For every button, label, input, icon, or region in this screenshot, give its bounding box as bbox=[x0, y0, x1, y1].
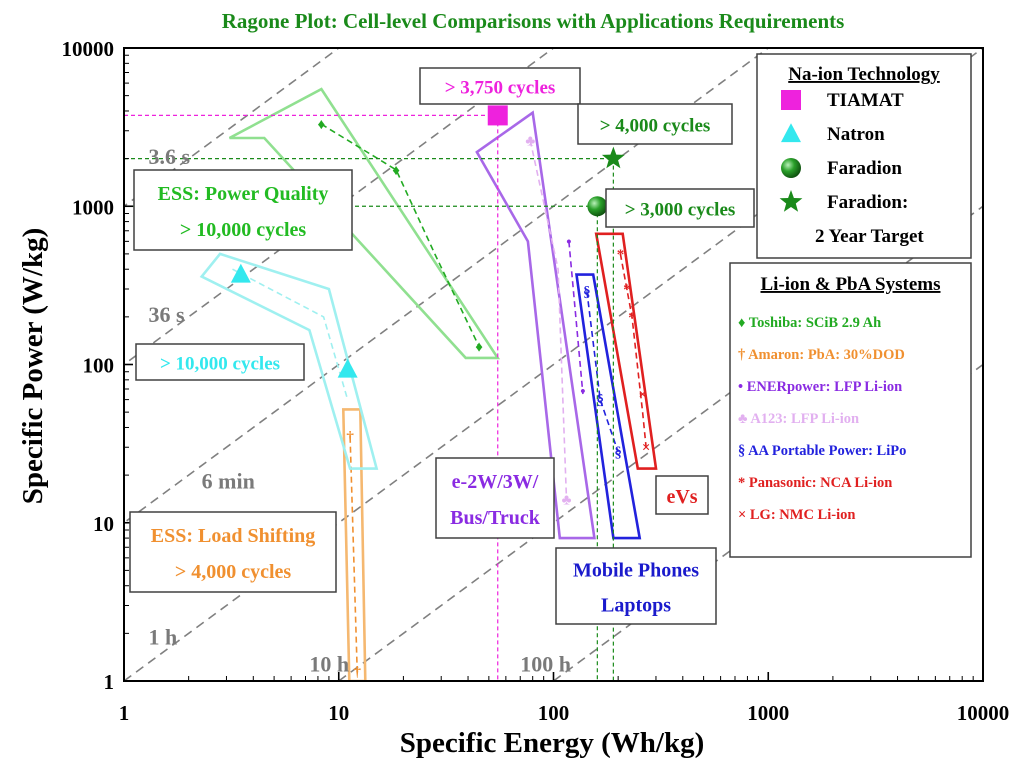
phones-laptops-box bbox=[555, 547, 717, 625]
point-3-0 bbox=[601, 146, 625, 169]
legend-na-label-3: Faradion: bbox=[827, 192, 908, 213]
evs-line-0: eVs bbox=[666, 486, 697, 508]
point-9-1: * bbox=[623, 282, 631, 298]
evs-box bbox=[655, 475, 709, 515]
time-label-5: 100 h bbox=[520, 651, 571, 676]
faradion-cycles-box bbox=[605, 188, 755, 228]
point-7-0: ♣ bbox=[525, 134, 535, 150]
evs-region bbox=[594, 232, 658, 470]
tiamat-cycles-line-0: > 3,750 cycles bbox=[445, 78, 556, 99]
point-7-1: ♣ bbox=[562, 493, 572, 509]
legend-li-item-4: § AA Portable Power: LiPo bbox=[738, 443, 906, 459]
time-label-0: 3.6 s bbox=[148, 144, 190, 169]
legend-li-title: Li-ion & PbA Systems bbox=[761, 274, 941, 295]
legend-na-marker-2 bbox=[781, 158, 801, 178]
legend-li-item-6: × LG: NMC Li-ion bbox=[738, 507, 855, 523]
legend-na-marker-3 bbox=[779, 190, 803, 212]
natron-cycles-line-0: > 10,000 cycles bbox=[160, 354, 280, 375]
point-10-0: × bbox=[638, 387, 647, 403]
legend-li-item-2: • ENERpower: LFP Li-ion bbox=[738, 379, 902, 395]
mobility-region bbox=[475, 110, 596, 540]
y-tick-label-3: 1000 bbox=[72, 195, 114, 219]
y-tick-label-1: 10 bbox=[93, 512, 114, 536]
legend-na-title: Na-ion Technology bbox=[788, 64, 940, 85]
point-8-2: § bbox=[614, 445, 622, 461]
x-tick-label-0: 1 bbox=[119, 701, 130, 725]
legend-na-label-0: TIAMAT bbox=[827, 90, 904, 111]
faradion-target-cycles-line-0: > 4,000 cycles bbox=[600, 116, 711, 137]
point-4-0: ♦ bbox=[318, 117, 326, 133]
phones-laptops-region bbox=[575, 273, 642, 540]
time-line-1 bbox=[124, 48, 554, 366]
legend-li-item-0: ♦ Toshiba: SCiB 2.9 Ah bbox=[738, 315, 881, 331]
x-axis-label: Specific Energy (Wh/kg) bbox=[400, 727, 705, 759]
tiamat-cycles-box bbox=[419, 67, 581, 105]
mobility-trend-enerpower bbox=[568, 241, 584, 395]
point-5-1: † bbox=[354, 664, 362, 680]
mobility-line-1: Bus/Truck bbox=[450, 507, 541, 529]
faradion-cycles-line-0: > 3,000 cycles bbox=[625, 200, 736, 221]
point-1-1 bbox=[337, 358, 358, 378]
phones-laptops-line-1: Laptops bbox=[601, 594, 671, 616]
mobility-box bbox=[435, 457, 555, 539]
point-9-2: * bbox=[628, 310, 636, 326]
time-label-2: 6 min bbox=[202, 468, 255, 493]
point-5-0: † bbox=[346, 430, 354, 446]
chart-title: Ragone Plot: Cell-level Comparisons with… bbox=[222, 9, 845, 33]
point-2-0 bbox=[587, 196, 608, 217]
legend-na-label-1: Natron bbox=[827, 124, 885, 145]
phones-laptops-line-0: Mobile Phones bbox=[573, 560, 699, 582]
time-label-3: 1 h bbox=[148, 625, 177, 650]
y-axis-label: Specific Power (W/kg) bbox=[17, 228, 49, 505]
ess-power-quality-line-0: ESS: Power Quality bbox=[158, 183, 329, 205]
point-9-0: * bbox=[617, 247, 625, 263]
point-10-1: × bbox=[642, 440, 651, 456]
x-tick-label-3: 1000 bbox=[747, 701, 789, 725]
time-line-2 bbox=[124, 48, 769, 524]
point-6-0: • bbox=[566, 234, 571, 250]
natron-cycles-box bbox=[135, 343, 305, 381]
ess-load-shifting-trend bbox=[349, 436, 359, 675]
mobility-line-0: e-2W/3W/ bbox=[452, 471, 539, 493]
mobility-trend-a123 bbox=[529, 140, 568, 500]
legend-na-box bbox=[756, 53, 972, 259]
legend-na-label-2: Faradion bbox=[827, 158, 902, 179]
grid-region-cyan bbox=[199, 252, 379, 470]
ess-power-quality-trend bbox=[320, 123, 480, 347]
legend-na-label-4: 2 Year Target bbox=[815, 226, 924, 247]
point-8-0: § bbox=[583, 284, 591, 300]
legend-li-item-3: ♣ A123: LFP Li-ion bbox=[738, 411, 859, 427]
x-tick-label-2: 100 bbox=[538, 701, 570, 725]
ess-load-shifting bbox=[341, 408, 367, 681]
ess-power-quality bbox=[228, 87, 501, 360]
time-label-4: 10 h bbox=[309, 651, 349, 676]
ess-load-shifting-line-0: ESS: Load Shifting bbox=[151, 525, 316, 547]
legend-na-marker-1 bbox=[781, 123, 801, 143]
ess-power-quality-box bbox=[133, 169, 353, 251]
y-tick-label-2: 100 bbox=[83, 354, 115, 378]
legend-li-item-1: † Amaron: PbA: 30%DOD bbox=[738, 347, 905, 363]
time-line-0 bbox=[124, 48, 340, 208]
grid-region-cyan-trend bbox=[232, 268, 349, 400]
y-tick-label-4: 10000 bbox=[62, 37, 115, 61]
point-4-2: ♦ bbox=[475, 339, 483, 355]
point-1-0 bbox=[230, 263, 251, 283]
evs-trend bbox=[619, 253, 647, 448]
faradion-target-cycles-box bbox=[577, 103, 733, 145]
legend-li-box bbox=[729, 262, 972, 558]
x-tick-label-4: 10000 bbox=[957, 701, 1010, 725]
ess-load-shifting-box bbox=[129, 511, 337, 593]
point-4-1: ♦ bbox=[392, 163, 400, 179]
y-tick-label-0: 1 bbox=[104, 670, 115, 694]
point-6-1: • bbox=[580, 384, 585, 400]
ess-load-shifting-line-1: > 4,000 cycles bbox=[175, 561, 292, 583]
time-label-1: 36 s bbox=[148, 302, 185, 327]
point-8-1: § bbox=[596, 393, 604, 409]
legend-na-marker-0 bbox=[781, 90, 801, 110]
legend-li-item-5: * Panasonic: NCA Li-ion bbox=[738, 475, 892, 491]
x-tick-label-1: 10 bbox=[328, 701, 349, 725]
point-0-0 bbox=[487, 105, 508, 126]
ess-power-quality-line-1: > 10,000 cycles bbox=[180, 219, 307, 241]
